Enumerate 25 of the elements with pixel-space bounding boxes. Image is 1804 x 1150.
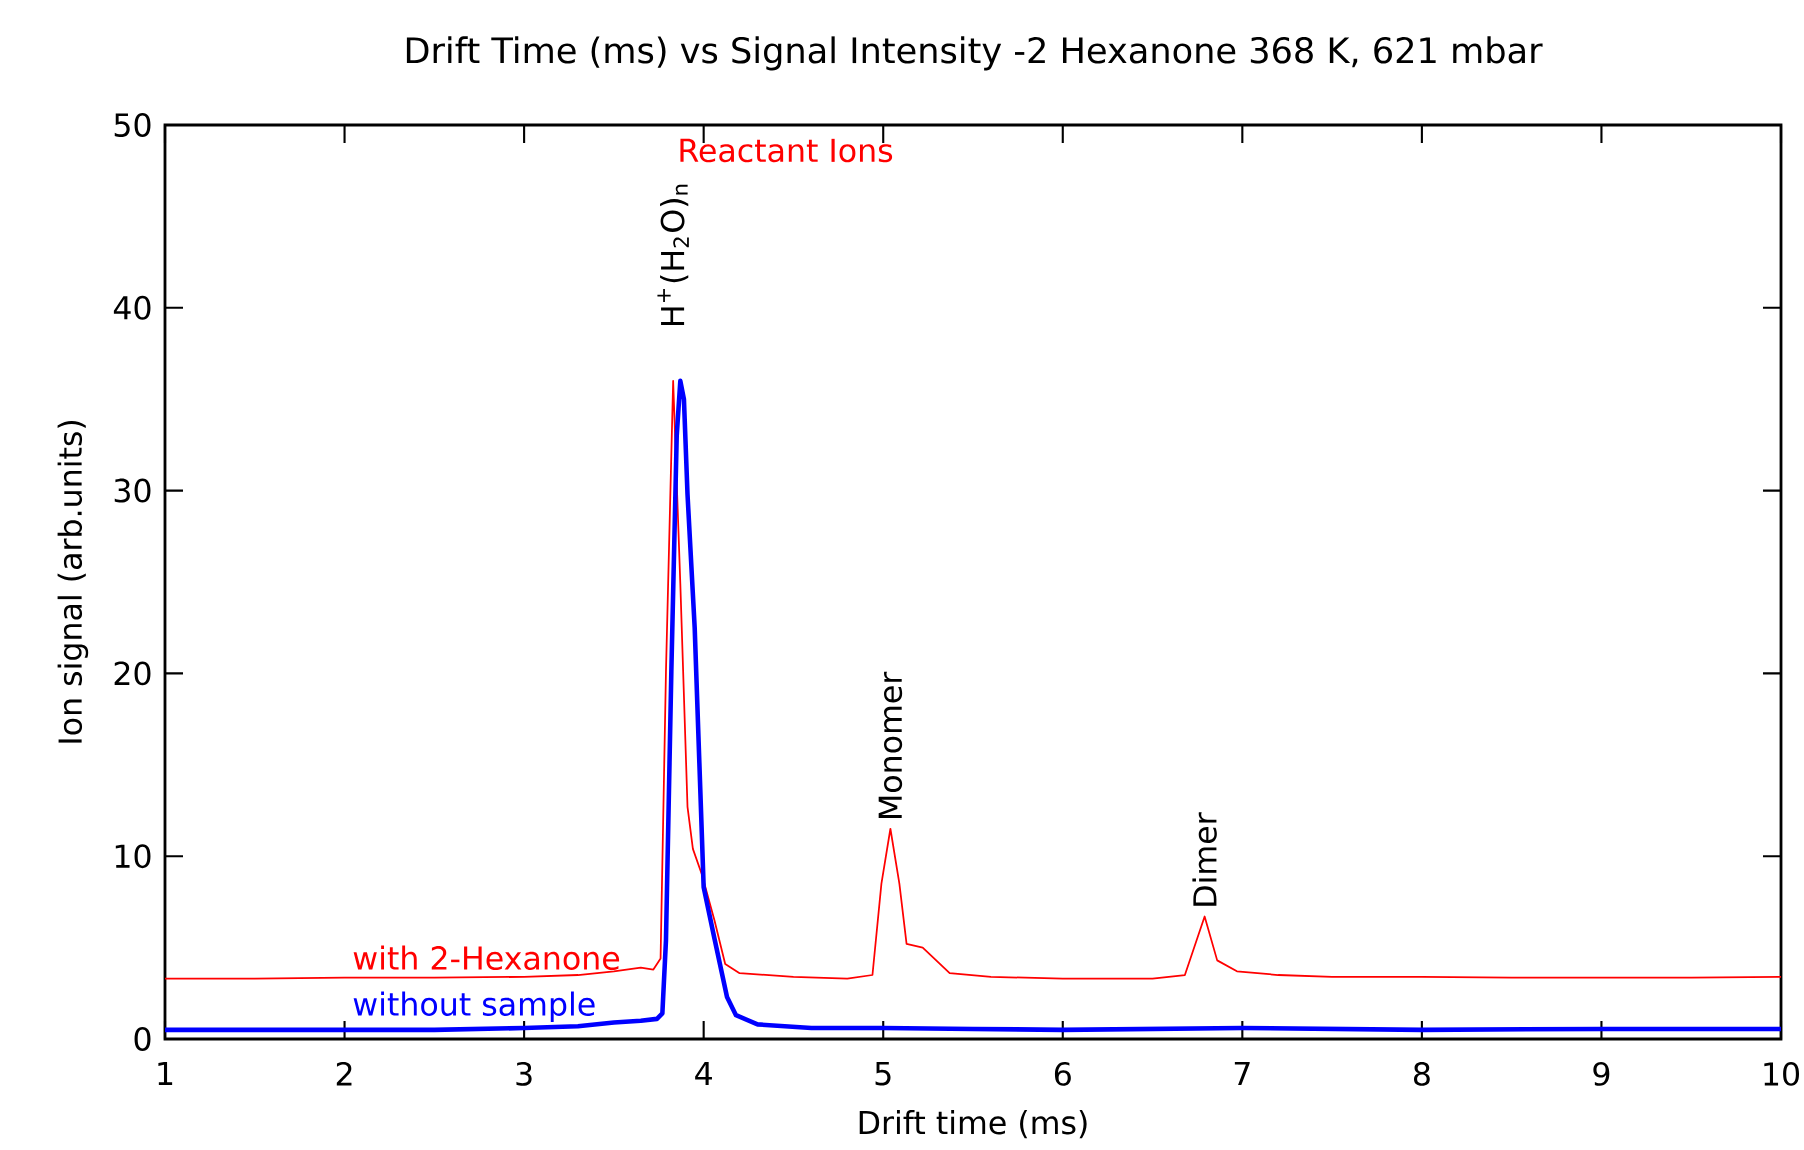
x-tick-label: 9 bbox=[1593, 1061, 1610, 1086]
chart-title: Drift Time (ms) vs Signal Intensity -2 Hexanone 368 K, 621 mbar bbox=[406, 36, 1543, 71]
y-tick-label: 10 bbox=[115, 844, 151, 869]
x-tick-label: 7 bbox=[1234, 1061, 1250, 1086]
x-tick-label: 6 bbox=[1054, 1061, 1071, 1086]
y-tick-label: 0 bbox=[134, 1027, 151, 1051]
y-tick-label: 50 bbox=[114, 113, 151, 137]
y-tick-label: 30 bbox=[114, 478, 151, 503]
series-label: with 2-Hexanone bbox=[353, 945, 620, 971]
annotation: H$^{+}$(H$_{2}$O)$_{n}$ bbox=[657, 184, 689, 326]
series-label: without sample bbox=[353, 991, 595, 1023]
x-axis-title: Drift time (ms) bbox=[859, 1110, 1087, 1139]
x-tick-label: 1 bbox=[158, 1061, 173, 1086]
annotation: Monomer bbox=[878, 671, 903, 818]
x-tick-label: 3 bbox=[516, 1061, 532, 1086]
y-axis-title: Ion signal (arb.units) bbox=[57, 420, 89, 743]
annotation: Dimer bbox=[1192, 812, 1217, 906]
y-tick-label: 40 bbox=[113, 295, 151, 320]
x-tick-label: 10 bbox=[1764, 1061, 1800, 1086]
y-tick-label: 20 bbox=[114, 661, 151, 686]
x-tick-label: 4 bbox=[695, 1061, 712, 1086]
x-tick-label: 8 bbox=[1413, 1061, 1430, 1086]
x-tick-label: 5 bbox=[875, 1061, 891, 1086]
annotation: Reactant Ions bbox=[680, 138, 893, 163]
x-tick-label: 2 bbox=[336, 1061, 352, 1086]
